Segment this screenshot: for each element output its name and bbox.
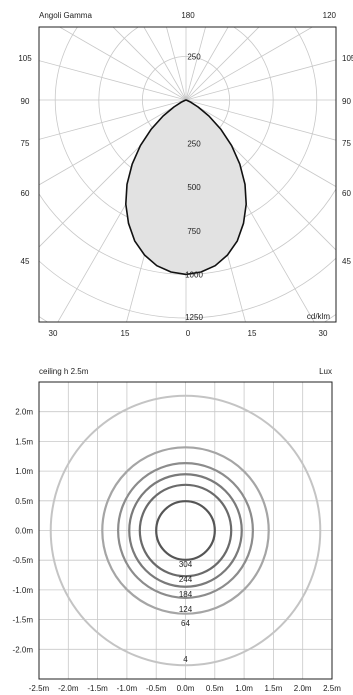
isolux-y-tick: 0.5m: [15, 497, 33, 506]
radial-tick-label: 1250: [185, 313, 203, 322]
angle-label-bottom: 0: [186, 329, 191, 338]
polar-grid-spoke: [185, 27, 206, 101]
polar-frame: [38, 26, 337, 323]
isolux-y-tick: -1.0m: [13, 586, 34, 595]
angle-label-bottom: 15: [121, 329, 130, 338]
radial-tick-label: 500: [187, 183, 201, 192]
isolux-x-tick: -2.0m: [58, 684, 79, 693]
polar-grid-spoke: [185, 27, 260, 101]
isolux-x-tick: 1.0m: [235, 684, 253, 693]
isolux-x-tick: -1.5m: [87, 684, 108, 693]
polar-grid-spoke: [185, 59, 336, 101]
unit-label: cd/klm: [307, 312, 330, 321]
polar-grid-spoke: [39, 60, 187, 101]
radial-tick-label: 250: [187, 140, 201, 149]
angle-label-right: 105: [342, 54, 353, 63]
isolux-y-tick: 1.5m: [15, 437, 33, 446]
polar-labels: 250 500 750 1000 1250 250 105 105 90 90 75 75 60 60 45…: [18, 52, 353, 338]
isolux-contour: [117, 462, 254, 599]
isolux-y-tick: -1.5m: [13, 616, 34, 625]
isolux-x-tick: -2.5m: [29, 684, 50, 693]
polar-grid-spoke: [185, 99, 336, 251]
isolux-contour-label: 64: [181, 619, 190, 628]
isolux-contour: [138, 483, 233, 578]
isolux-x-tick: 2.5m: [323, 684, 341, 693]
polar-grid-spoke: [39, 99, 187, 186]
isolux-title: ceiling h 2.5m: [39, 367, 89, 376]
isolux-contour-label: 124: [179, 605, 193, 614]
angle-label-bottom: 30: [319, 329, 328, 338]
top-label-120: 120: [323, 11, 337, 20]
isolux-contour: [101, 446, 270, 615]
radial-tick-label: 1000: [185, 270, 203, 279]
isolux-y-tick: 2.0m: [15, 408, 33, 417]
isolux-x-tick: 0.5m: [206, 684, 224, 693]
polar-grid-spoke: [185, 27, 314, 101]
isolux-contour: [155, 500, 216, 561]
polar-grid-spoke: [39, 99, 187, 248]
isolux-y-tick: -0.5m: [13, 556, 34, 565]
isolux-contour-label: 244: [179, 575, 193, 584]
isolux-y-tick: 0.0m: [15, 527, 33, 536]
isolux-x-tick: -1.0m: [117, 684, 138, 693]
isolux-labels: 304 244 184 124 64 4 2.0m 1.5m 1.0m 0.5m 0.0m -0.5m…: [13, 408, 342, 693]
angle-label-right: 75: [342, 139, 351, 148]
angle-label-right: 90: [342, 97, 351, 106]
polar-grid-spoke: [143, 27, 187, 101]
top-label-180: 180: [181, 11, 195, 20]
polar-grid-spoke: [39, 99, 187, 140]
angle-label-left: 105: [18, 54, 32, 63]
angle-label-left: 45: [21, 257, 30, 266]
polar-grid-spoke: [112, 27, 187, 101]
angle-label-bottom: 15: [248, 329, 257, 338]
isolux-x-tick: 0.0m: [177, 684, 195, 693]
isolux-contour: [128, 473, 243, 588]
isolux-frame: [38, 381, 333, 680]
radial-tick-label: 750: [187, 227, 201, 236]
angle-label-left: 75: [21, 139, 30, 148]
isolux-unit: Lux: [319, 367, 332, 376]
isolux-contour-label: 4: [183, 655, 188, 664]
isolux-x-tick: 2.0m: [294, 684, 312, 693]
isolux-x-tick: -0.5m: [146, 684, 167, 693]
polar-grid-spoke: [185, 99, 336, 141]
angle-label-right: 60: [342, 189, 351, 198]
radial-tick-label-upper: 250: [187, 52, 201, 61]
polar-grid-spoke: [58, 27, 187, 101]
isolux-contours: [49, 394, 322, 667]
intensity-curve: [125, 99, 247, 276]
isolux-contour-label: 304: [179, 560, 193, 569]
isolux-grid: [38, 381, 333, 680]
angle-label-left: 90: [21, 97, 30, 106]
angle-label-bottom: 30: [49, 329, 58, 338]
isolux-diagram: ceiling h 2.5m Lux 304 244 184 124 64 4 2.0m 1.…: [13, 367, 342, 693]
intensity-curve-path: [125, 99, 247, 276]
angle-label-right: 45: [342, 257, 351, 266]
angle-label-left: 60: [21, 189, 30, 198]
polar-grid-spoke: [185, 99, 336, 188]
isolux-contour-label: 184: [179, 590, 193, 599]
isolux-x-tick: 1.5m: [265, 684, 283, 693]
isolux-y-tick: 1.0m: [15, 467, 33, 476]
polar-title: Angoli Gamma: [39, 11, 92, 20]
isolux-y-tick: -2.0m: [13, 645, 34, 654]
isolux-contour: [49, 394, 322, 667]
